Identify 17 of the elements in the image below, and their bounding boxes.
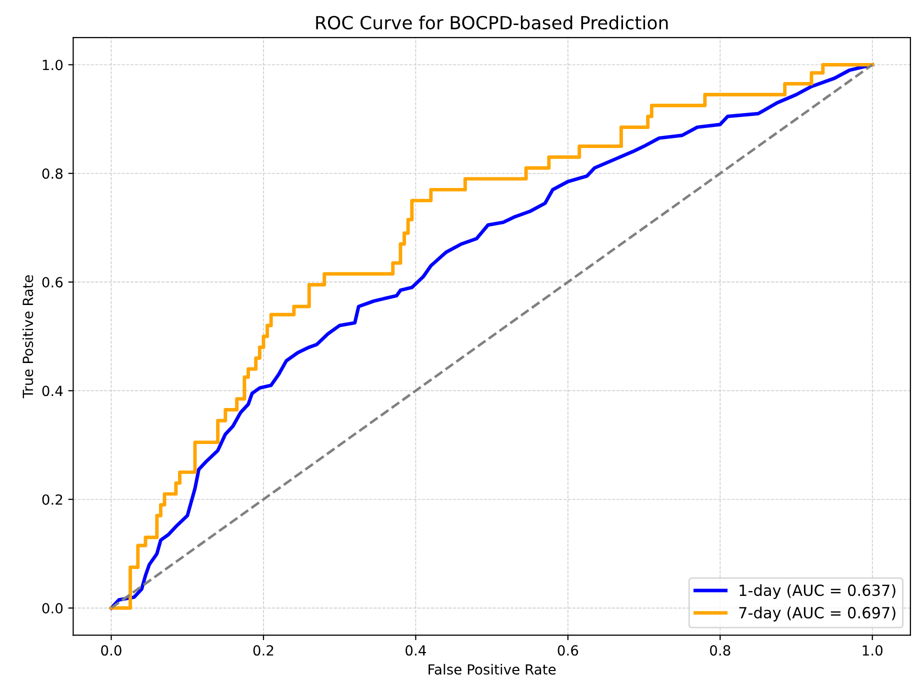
x-axis-title: False Positive Rate — [428, 664, 556, 675]
y-tick-label: 0.8 — [42, 168, 63, 179]
y-tick-label: 0.2 — [42, 494, 62, 505]
y-tick-label: 1.0 — [42, 60, 63, 70]
y-tick-label: 0.4 — [42, 386, 63, 396]
x-tick-label: 1.0 — [862, 645, 882, 656]
x-tick-label: 0.0 — [101, 645, 122, 656]
x-tick-label: 0.8 — [710, 645, 730, 656]
y-tick-label: 0.0 — [42, 602, 63, 614]
y-axis-title: True Positive Rate — [22, 275, 34, 398]
legend-label: 7-day (AUC = 0.697) — [739, 606, 896, 622]
legend-label: 1-day (AUC = 0.637) — [740, 584, 896, 600]
x-tick-label: 0.2 — [253, 645, 274, 656]
x-tick-label: 0.6 — [558, 645, 578, 656]
x-tick-label: 0.4 — [406, 645, 426, 656]
chart-title: ROC Curve for BOCPD-based Prediction — [316, 16, 668, 30]
y-tick-label: 0.6 — [42, 277, 63, 288]
